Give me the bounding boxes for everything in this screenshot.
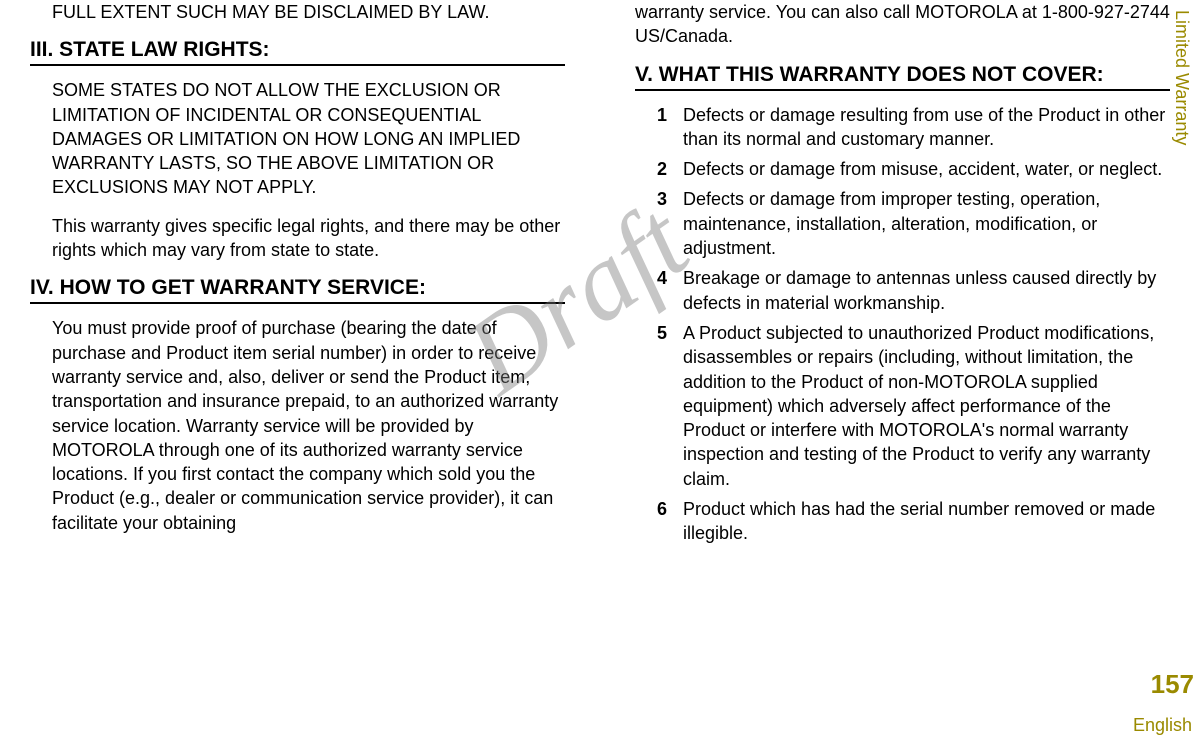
list-text: Breakage or damage to antennas unless ca… [683,266,1170,315]
right-column: warranty service. You can also call MOTO… [600,0,1170,748]
list-text: Defects or damage from misuse, accident,… [683,157,1170,181]
side-tab-label: Limited Warranty [1171,10,1192,145]
page-number: 157 [1151,669,1194,700]
list-item: 5 A Product subjected to unauthorized Pr… [657,321,1170,491]
list-item: 6 Product which has had the serial numbe… [657,497,1170,546]
page-content: FULL EXTENT SUCH MAY BE DISCLAIMED BY LA… [0,0,1200,748]
list-text: A Product subjected to unauthorized Prod… [683,321,1170,491]
service-continuation: warranty service. You can also call MOTO… [635,0,1170,49]
heading-state-law-rights: III. STATE LAW RIGHTS: [30,38,565,66]
intro-continuation: FULL EXTENT SUCH MAY BE DISCLAIMED BY LA… [52,0,565,24]
list-number: 4 [657,266,683,315]
language-label: English [1133,715,1192,736]
heading-how-to-get-service: IV. HOW TO GET WARRANTY SERVICE: [30,276,565,304]
list-item: 1 Defects or damage resulting from use o… [657,103,1170,152]
state-law-para-2: This warranty gives specific legal right… [52,214,565,263]
left-column: FULL EXTENT SUCH MAY BE DISCLAIMED BY LA… [30,0,600,748]
heading-not-cover: V. WHAT THIS WARRANTY DOES NOT COVER: [635,63,1170,91]
list-number: 5 [657,321,683,491]
list-text: Defects or damage from improper testing,… [683,187,1170,260]
list-number: 1 [657,103,683,152]
list-item: 3 Defects or damage from improper testin… [657,187,1170,260]
how-to-get-service-para: You must provide proof of purchase (bear… [52,316,565,535]
list-text: Defects or damage resulting from use of … [683,103,1170,152]
list-item: 2 Defects or damage from misuse, acciden… [657,157,1170,181]
list-item: 4 Breakage or damage to antennas unless … [657,266,1170,315]
state-law-para-1: SOME STATES DO NOT ALLOW THE EXCLUSION O… [52,78,565,199]
list-text: Product which has had the serial number … [683,497,1170,546]
list-number: 2 [657,157,683,181]
not-cover-list: 1 Defects or damage resulting from use o… [635,103,1170,546]
list-number: 3 [657,187,683,260]
list-number: 6 [657,497,683,546]
